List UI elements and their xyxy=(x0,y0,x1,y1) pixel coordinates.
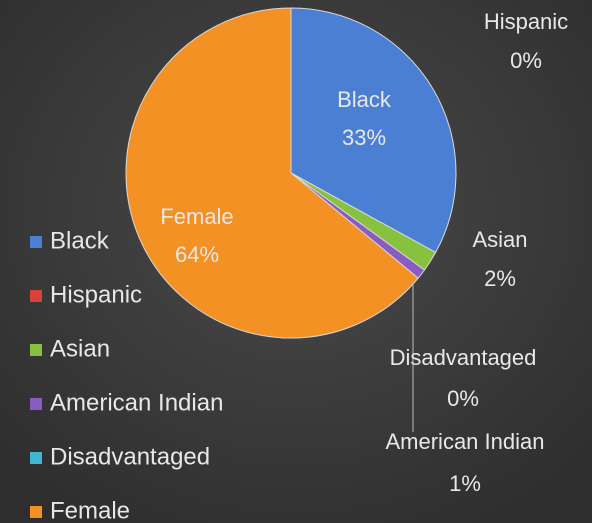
legend-swatch xyxy=(30,452,42,464)
legend-label: Hispanic xyxy=(50,281,142,308)
data-label-value: 1% xyxy=(449,471,481,496)
data-labels: Black 33% Hispanic 0% Asian 2% American Indian… xyxy=(160,9,568,496)
legend-swatch xyxy=(30,290,42,302)
legend: Black Hispanic Asian American Indian Disadva… xyxy=(30,227,223,523)
data-label-value: 0% xyxy=(447,386,479,411)
data-label-value: 2% xyxy=(484,266,516,291)
pie-slice xyxy=(290,7,457,254)
legend-swatch xyxy=(30,236,42,248)
data-label-name: Black xyxy=(337,87,392,112)
data-label-value: 64% xyxy=(175,242,219,267)
legend-label: Asian xyxy=(50,335,110,362)
legend-swatch xyxy=(30,506,42,518)
legend-label: Female xyxy=(50,497,130,523)
data-label-name: Disadvantaged xyxy=(390,345,537,370)
data-label-name: Asian xyxy=(472,227,527,252)
legend-label: American Indian xyxy=(50,389,223,416)
data-label-name: Hispanic xyxy=(484,9,568,34)
legend-label: Black xyxy=(50,227,110,254)
data-label-value: 0% xyxy=(510,48,542,73)
legend-swatch xyxy=(30,344,42,356)
legend-label: Disadvantaged xyxy=(50,443,210,470)
data-label-value: 33% xyxy=(342,125,386,150)
pie-slice xyxy=(125,7,419,339)
data-label-name: American Indian xyxy=(386,429,545,454)
legend-swatch xyxy=(30,398,42,410)
data-label-name: Female xyxy=(160,204,233,229)
pie xyxy=(125,7,457,339)
